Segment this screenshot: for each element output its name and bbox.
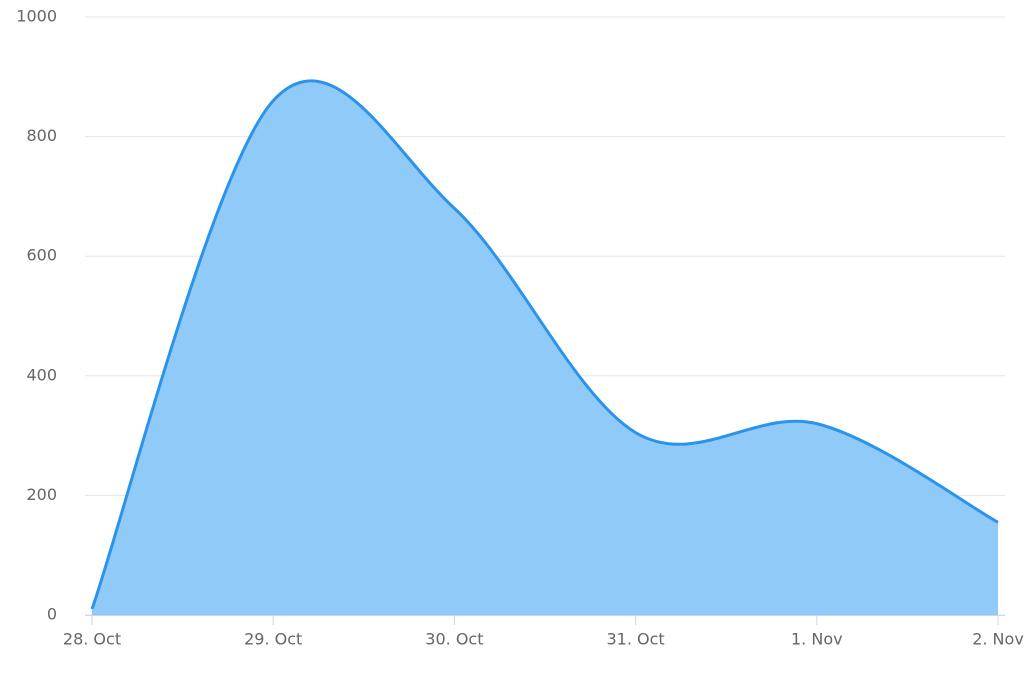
x-tick-label: 30. Oct xyxy=(425,630,483,649)
y-tick-label: 200 xyxy=(26,485,57,504)
x-tick-label: 1. Nov xyxy=(791,630,843,649)
x-tick-label: 31. Oct xyxy=(606,630,664,649)
y-tick-label: 800 xyxy=(26,126,57,145)
area-fill xyxy=(92,80,998,615)
x-tick-label: 29. Oct xyxy=(244,630,302,649)
x-tick-label: 2. Nov xyxy=(972,630,1024,649)
y-tick-label: 0 xyxy=(47,605,57,624)
y-tick-label: 600 xyxy=(26,246,57,265)
area-line xyxy=(90,79,999,610)
x-tick-label: 28. Oct xyxy=(63,630,121,649)
y-tick-label: 400 xyxy=(26,365,57,384)
y-tick-label: 1000 xyxy=(16,7,57,26)
